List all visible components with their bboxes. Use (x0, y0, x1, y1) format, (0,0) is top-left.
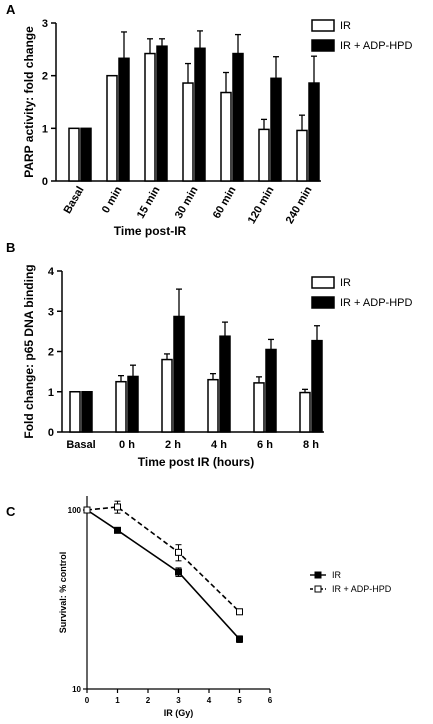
chart-a-legend-swatch (311, 39, 335, 52)
chart-b-legend-label: IR (340, 277, 351, 289)
chart-b-category-label: 0 h (119, 439, 135, 451)
chart-c-point-ir-adp-hpd (83, 506, 91, 514)
chart-b-bar-ir (253, 382, 265, 433)
chart-c-point-ir-adp-hpd (236, 608, 243, 616)
chart-a-y-tick-label: 3 (42, 18, 48, 30)
chart-b-category-label: 6 h (257, 439, 273, 451)
chart-b-category-label: 4 h (211, 439, 227, 451)
chart-a-y-axis-title: PARP activity: fold change (22, 26, 36, 178)
chart-b-category-label: Basal (66, 439, 95, 451)
chart-b-plot: 0 1 2 3 4 Fold change: p65 DNA binding Basal 0 … (22, 264, 412, 469)
chart-c-point-ir-adp-hpd (114, 503, 121, 511)
chart-b-y-tick-label: 4 (48, 266, 55, 278)
chart-a-bar-ir-adp-hpd (232, 52, 244, 182)
chart-a-bar-ir-adp-hpd (308, 82, 320, 182)
chart-a-y-tick-label: 1 (42, 123, 48, 135)
chart-b-y-tick-label: 1 (48, 387, 54, 399)
chart-c-y-tick-label: 10 (72, 685, 81, 694)
chart-c-x-tick-label: 3 (176, 696, 181, 705)
chart-a-bar-ir (106, 74, 118, 182)
chart-a-legend-label: IR + ADP-HPD (340, 40, 412, 52)
chart-a-bar-ir (68, 127, 80, 182)
chart-a-bar-ir-adp-hpd (118, 57, 130, 182)
chart-c-y-axis-title: Survival: % control (58, 552, 68, 634)
chart-a-x-axis-title: Time post-IR (114, 224, 187, 238)
panel-label-a: A (6, 2, 16, 17)
chart-a-category-label: Basal (62, 185, 87, 216)
chart-c-legend-marker (314, 571, 322, 579)
chart-b-bar-ir-adp-hpd (127, 375, 139, 433)
chart-a-category-label: 120 min (246, 184, 277, 226)
chart-c-point-ir (236, 635, 243, 643)
chart-c-point-ir (175, 568, 182, 576)
chart-a-legend-swatch (311, 19, 335, 32)
chart-c-legend-marker (314, 585, 322, 593)
chart-c-legend-label: IR (332, 570, 342, 580)
chart-a-category-label: 30 min (173, 184, 201, 220)
chart-a-category-label: 240 min (284, 184, 315, 226)
chart-b-bar-ir (161, 358, 173, 433)
chart-a-bar-ir-adp-hpd (270, 77, 282, 182)
chart-a-bar-ir (296, 129, 308, 182)
chart-c-x-tick-label: 0 (85, 696, 90, 705)
chart-c-x-tick-label: 1 (115, 696, 120, 705)
chart-a-category-label: 0 min (100, 184, 125, 215)
chart-b-bar-ir (69, 391, 81, 433)
chart-b-legend-swatch (311, 296, 335, 309)
chart-a-bar-ir-adp-hpd (80, 127, 92, 182)
chart-b-legend-swatch (311, 276, 335, 289)
chart-c-x-tick-label: 4 (207, 696, 212, 705)
chart-c-x-tick-label: 2 (146, 696, 151, 705)
chart-a-bar-ir-adp-hpd (194, 47, 206, 182)
chart-b-bar-ir-adp-hpd (81, 391, 93, 433)
chart-b-x-axis-title: Time post IR (hours) (138, 455, 254, 469)
chart-c-point-ir-adp-hpd (175, 548, 182, 556)
chart-b-y-tick-label: 2 (48, 347, 54, 359)
chart-b-category-label: 2 h (165, 439, 181, 451)
chart-c-x-axis-title: IR (Gy) (164, 708, 194, 718)
chart-a-y-tick-label: 2 (42, 71, 48, 83)
chart-a-legend-label: IR (340, 20, 351, 32)
chart-a-bar-ir (258, 128, 270, 182)
chart-b-bar-ir (207, 378, 219, 433)
chart-b-bar-ir (115, 380, 127, 433)
chart-b-bar-ir-adp-hpd (311, 339, 323, 433)
chart-c-plot: 10 100 0 1 2 3 4 5 6 Survival: % control IR (Gy) IR… (58, 496, 392, 718)
chart-c-series-line-ir (86, 509, 241, 640)
chart-a-y-tick-label: 0 (42, 176, 48, 188)
chart-c-x-tick-label: 6 (268, 696, 273, 705)
chart-b-y-tick-label: 0 (48, 427, 54, 439)
chart-b-bar-ir-adp-hpd (219, 335, 231, 433)
chart-b-bar-ir (299, 391, 311, 433)
chart-a-category-label: 15 min (135, 184, 163, 220)
chart-b-y-axis-title: Fold change: p65 DNA binding (22, 264, 36, 438)
chart-a-bar-ir-adp-hpd (156, 45, 168, 182)
chart-b-category-label: 8 h (303, 439, 319, 451)
chart-b-bar-ir-adp-hpd (265, 348, 277, 433)
chart-b-legend-label: IR + ADP-HPD (340, 297, 412, 309)
chart-c-series-line-ir-adp-hpd (86, 506, 241, 613)
chart-a-plot: 0 1 2 3 PARP activity: fold change Basal 0 min… (22, 18, 412, 238)
chart-b-y-tick-label: 3 (48, 306, 54, 318)
chart-c-y-tick-label: 100 (68, 506, 82, 515)
panel-label-b: B (6, 240, 15, 255)
chart-a-bar-ir (220, 91, 232, 182)
chart-c-legend-label: IR + ADP-HPD (332, 584, 392, 594)
panel-label-c: C (6, 504, 16, 519)
chart-a-bar-ir (182, 82, 194, 182)
chart-a-bar-ir (144, 52, 156, 182)
chart-a-category-label: 60 min (211, 184, 239, 220)
chart-c-point-ir (114, 526, 121, 534)
chart-c-x-tick-label: 5 (237, 696, 242, 705)
chart-b-bar-ir-adp-hpd (173, 315, 185, 433)
